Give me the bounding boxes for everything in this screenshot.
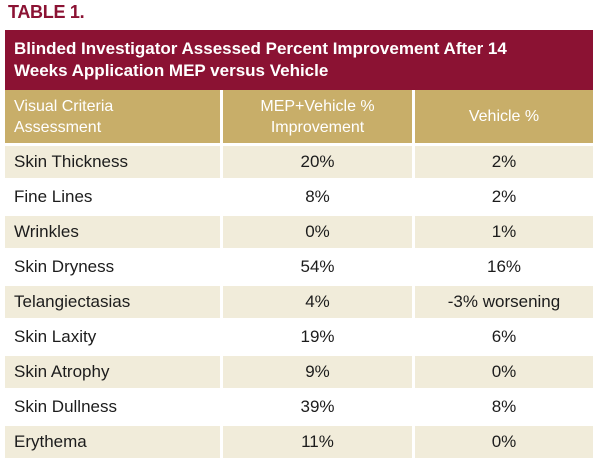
criteria-cell: Erythema xyxy=(5,426,220,458)
mep-value-cell: 8% xyxy=(223,181,412,213)
vehicle-value-cell: 8% xyxy=(415,391,593,423)
vehicle-value-cell: 2% xyxy=(415,181,593,213)
table-row: Erythema 11% 0% xyxy=(5,426,593,458)
column-header-vehicle: Vehicle % xyxy=(415,90,593,143)
mep-value-cell: 19% xyxy=(223,321,412,353)
mep-value-cell: 11% xyxy=(223,426,412,458)
table-row: Skin Atrophy 9% 0% xyxy=(5,356,593,388)
criteria-cell: Skin Atrophy xyxy=(5,356,220,388)
table-row: Skin Dryness 54% 16% xyxy=(5,251,593,283)
results-table: Blinded Investigator Assessed Percent Im… xyxy=(5,30,593,458)
mep-value-cell: 54% xyxy=(223,251,412,283)
table-caption: Blinded Investigator Assessed Percent Im… xyxy=(5,30,593,90)
table-row: Telangiectasias 4% -3% worsening xyxy=(5,286,593,318)
table-row: Skin Laxity 19% 6% xyxy=(5,321,593,353)
table-body: Skin Thickness 20% 2% Fine Lines 8% 2% W… xyxy=(5,146,593,458)
criteria-cell: Wrinkles xyxy=(5,216,220,248)
vehicle-value-cell: 2% xyxy=(415,146,593,178)
column-header-visual-criteria: Visual Criteria Assessment xyxy=(5,90,220,143)
mep-value-cell: 20% xyxy=(223,146,412,178)
table-row: Wrinkles 0% 1% xyxy=(5,216,593,248)
mep-value-cell: 9% xyxy=(223,356,412,388)
mep-value-cell: 0% xyxy=(223,216,412,248)
vehicle-value-cell: 16% xyxy=(415,251,593,283)
criteria-cell: Skin Thickness xyxy=(5,146,220,178)
mep-value-cell: 4% xyxy=(223,286,412,318)
column-header-mep-vehicle: MEP+Vehicle % Improvement xyxy=(223,90,412,143)
criteria-cell: Fine Lines xyxy=(5,181,220,213)
table-row: Fine Lines 8% 2% xyxy=(5,181,593,213)
criteria-cell: Skin Laxity xyxy=(5,321,220,353)
vehicle-value-cell: 0% xyxy=(415,356,593,388)
vehicle-value-cell: -3% worsening xyxy=(415,286,593,318)
criteria-cell: Skin Dryness xyxy=(5,251,220,283)
criteria-cell: Telangiectasias xyxy=(5,286,220,318)
table-header-row: Visual Criteria Assessment MEP+Vehicle %… xyxy=(5,90,593,143)
table-number-label: TABLE 1. xyxy=(8,2,85,22)
vehicle-value-cell: 6% xyxy=(415,321,593,353)
criteria-cell: Skin Dullness xyxy=(5,391,220,423)
vehicle-value-cell: 1% xyxy=(415,216,593,248)
mep-value-cell: 39% xyxy=(223,391,412,423)
vehicle-value-cell: 0% xyxy=(415,426,593,458)
table-row: Skin Thickness 20% 2% xyxy=(5,146,593,178)
table-row: Skin Dullness 39% 8% xyxy=(5,391,593,423)
